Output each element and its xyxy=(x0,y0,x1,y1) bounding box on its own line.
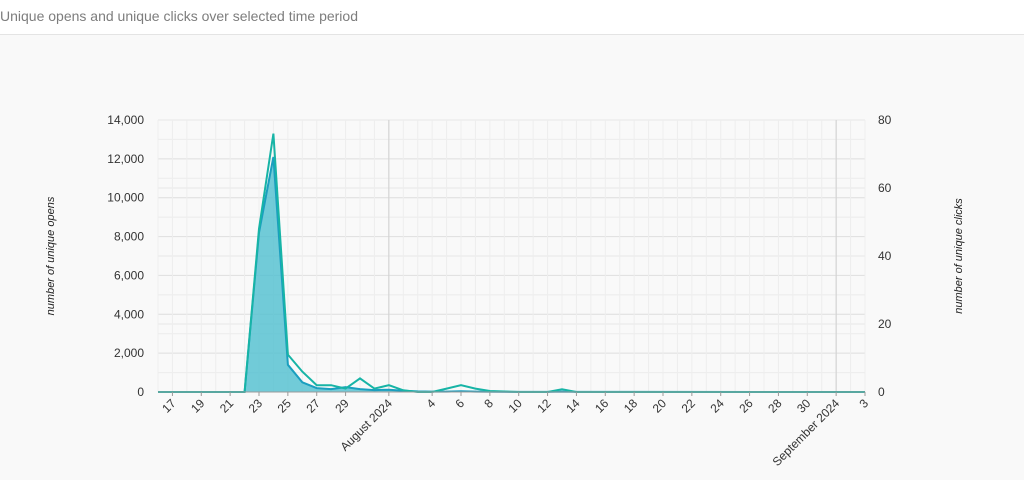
left-tick-label: 14,000 xyxy=(107,113,144,127)
x-tick-label: 10 xyxy=(505,396,525,416)
x-tick-label: 4 xyxy=(424,396,439,411)
left-tick-label: 4,000 xyxy=(114,307,144,321)
left-tick-label: 12,000 xyxy=(107,152,144,166)
x-tick-label: 22 xyxy=(679,396,699,416)
right-tick-label: 0 xyxy=(878,385,885,399)
x-tick-label: 20 xyxy=(650,396,670,416)
right-tick-label: 60 xyxy=(878,181,892,195)
line-area-chart: 02,0004,0006,0008,00010,00012,00014,000 … xyxy=(45,113,965,469)
x-tick-label: 25 xyxy=(275,396,295,416)
x-tick-label: 24 xyxy=(707,396,727,416)
right-tick-label: 80 xyxy=(878,113,892,127)
left-tick-label: 2,000 xyxy=(114,346,144,360)
left-axis-title: number of unique opens xyxy=(45,196,57,315)
x-tick-label: 21 xyxy=(217,396,237,416)
right-tick-label: 20 xyxy=(878,317,892,331)
x-tick-label: 17 xyxy=(159,396,179,416)
x-tick-label: 6 xyxy=(452,396,467,411)
x-tick-label: 16 xyxy=(592,396,612,416)
left-y-axis: 0 2,000 4,000 6,000 8,000 10,000 12,000 14,000 xyxy=(107,113,144,399)
x-tick-label: 3 xyxy=(856,396,871,411)
left-tick-label: 0 xyxy=(137,385,144,399)
left-tick-label: 8,000 xyxy=(114,230,144,244)
x-tick-label: 18 xyxy=(621,396,641,416)
right-tick-label: 40 xyxy=(878,249,892,263)
right-axis-title: number of unique clicks xyxy=(953,198,965,314)
x-tick-label: 29 xyxy=(332,396,352,416)
x-tick-label: 28 xyxy=(765,396,785,416)
x-tick-label: 19 xyxy=(188,396,208,416)
x-tick-label: 14 xyxy=(563,396,583,416)
chart-header: Unique opens and unique clicks over sele… xyxy=(0,0,1024,35)
x-tick-label: 30 xyxy=(794,396,814,416)
x-tick-label: 27 xyxy=(303,396,323,416)
x-tick-label: 26 xyxy=(736,396,756,416)
x-tick-label: 23 xyxy=(246,396,266,416)
right-y-axis: 0 20 40 60 80 xyxy=(878,113,892,399)
left-tick-label: 10,000 xyxy=(107,191,144,205)
x-tick-label: 12 xyxy=(534,396,554,416)
left-tick-label: 6,000 xyxy=(114,268,144,282)
chart-title: Unique opens and unique clicks over sele… xyxy=(0,8,358,24)
chart-panel: 0 2,000 4,000 6,000 8,000 10,000 12,000 14,000 … xyxy=(0,35,1024,480)
x-tick-label: 8 xyxy=(481,396,496,411)
